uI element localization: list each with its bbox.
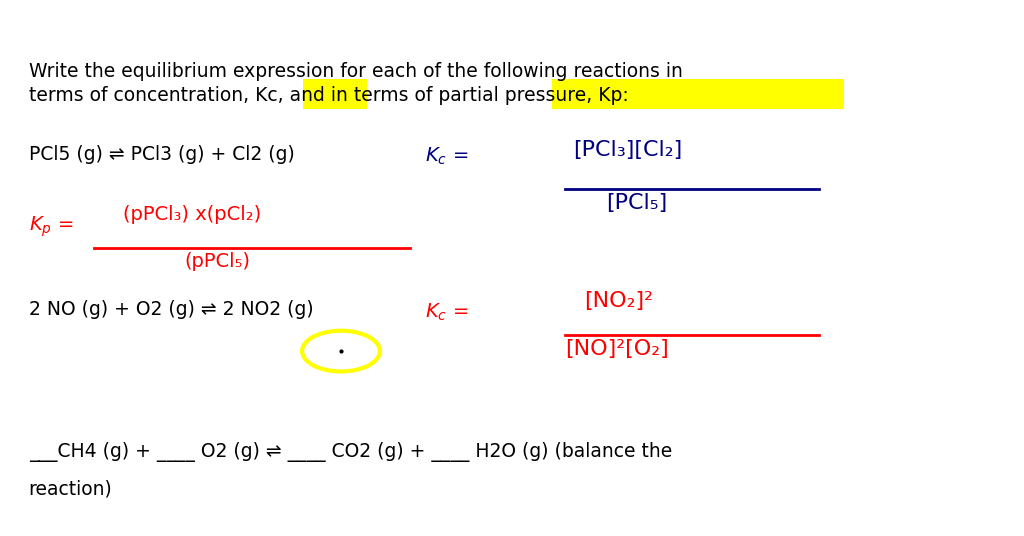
Text: $K_c$ =: $K_c$ = <box>425 146 468 167</box>
Text: ___CH4 (g) + ____ O2 (g) ⇌ ____ CO2 (g) + ____ H2O (g) (balance the: ___CH4 (g) + ____ O2 (g) ⇌ ____ CO2 (g) … <box>29 442 672 462</box>
Text: 2 NO (g) + O2 (g) ⇌ 2 NO2 (g): 2 NO (g) + O2 (g) ⇌ 2 NO2 (g) <box>29 300 313 319</box>
Text: [PCl₃][Cl₂]: [PCl₃][Cl₂] <box>573 140 683 160</box>
Text: reaction): reaction) <box>29 480 113 498</box>
Text: [NO]²[O₂]: [NO]²[O₂] <box>565 339 669 359</box>
Text: Write the equilibrium expression for each of the following reactions in: Write the equilibrium expression for eac… <box>29 62 683 80</box>
FancyBboxPatch shape <box>552 79 844 109</box>
Text: (pPCl₃) x(pCl₂): (pPCl₃) x(pCl₂) <box>123 205 261 224</box>
Text: PCl5 (g) ⇌ PCl3 (g) + Cl2 (g): PCl5 (g) ⇌ PCl3 (g) + Cl2 (g) <box>29 145 295 163</box>
Text: [PCl₅]: [PCl₅] <box>606 193 668 213</box>
Text: [NO₂]²: [NO₂]² <box>584 291 652 310</box>
FancyBboxPatch shape <box>303 79 367 109</box>
Text: terms of concentration, Kc, and in terms of partial pressure, Kp:: terms of concentration, Kc, and in terms… <box>29 86 629 105</box>
Text: (pPCl₅): (pPCl₅) <box>184 252 250 271</box>
Text: $K_c$ =: $K_c$ = <box>425 301 468 323</box>
Text: $K_p$ =: $K_p$ = <box>29 214 73 239</box>
